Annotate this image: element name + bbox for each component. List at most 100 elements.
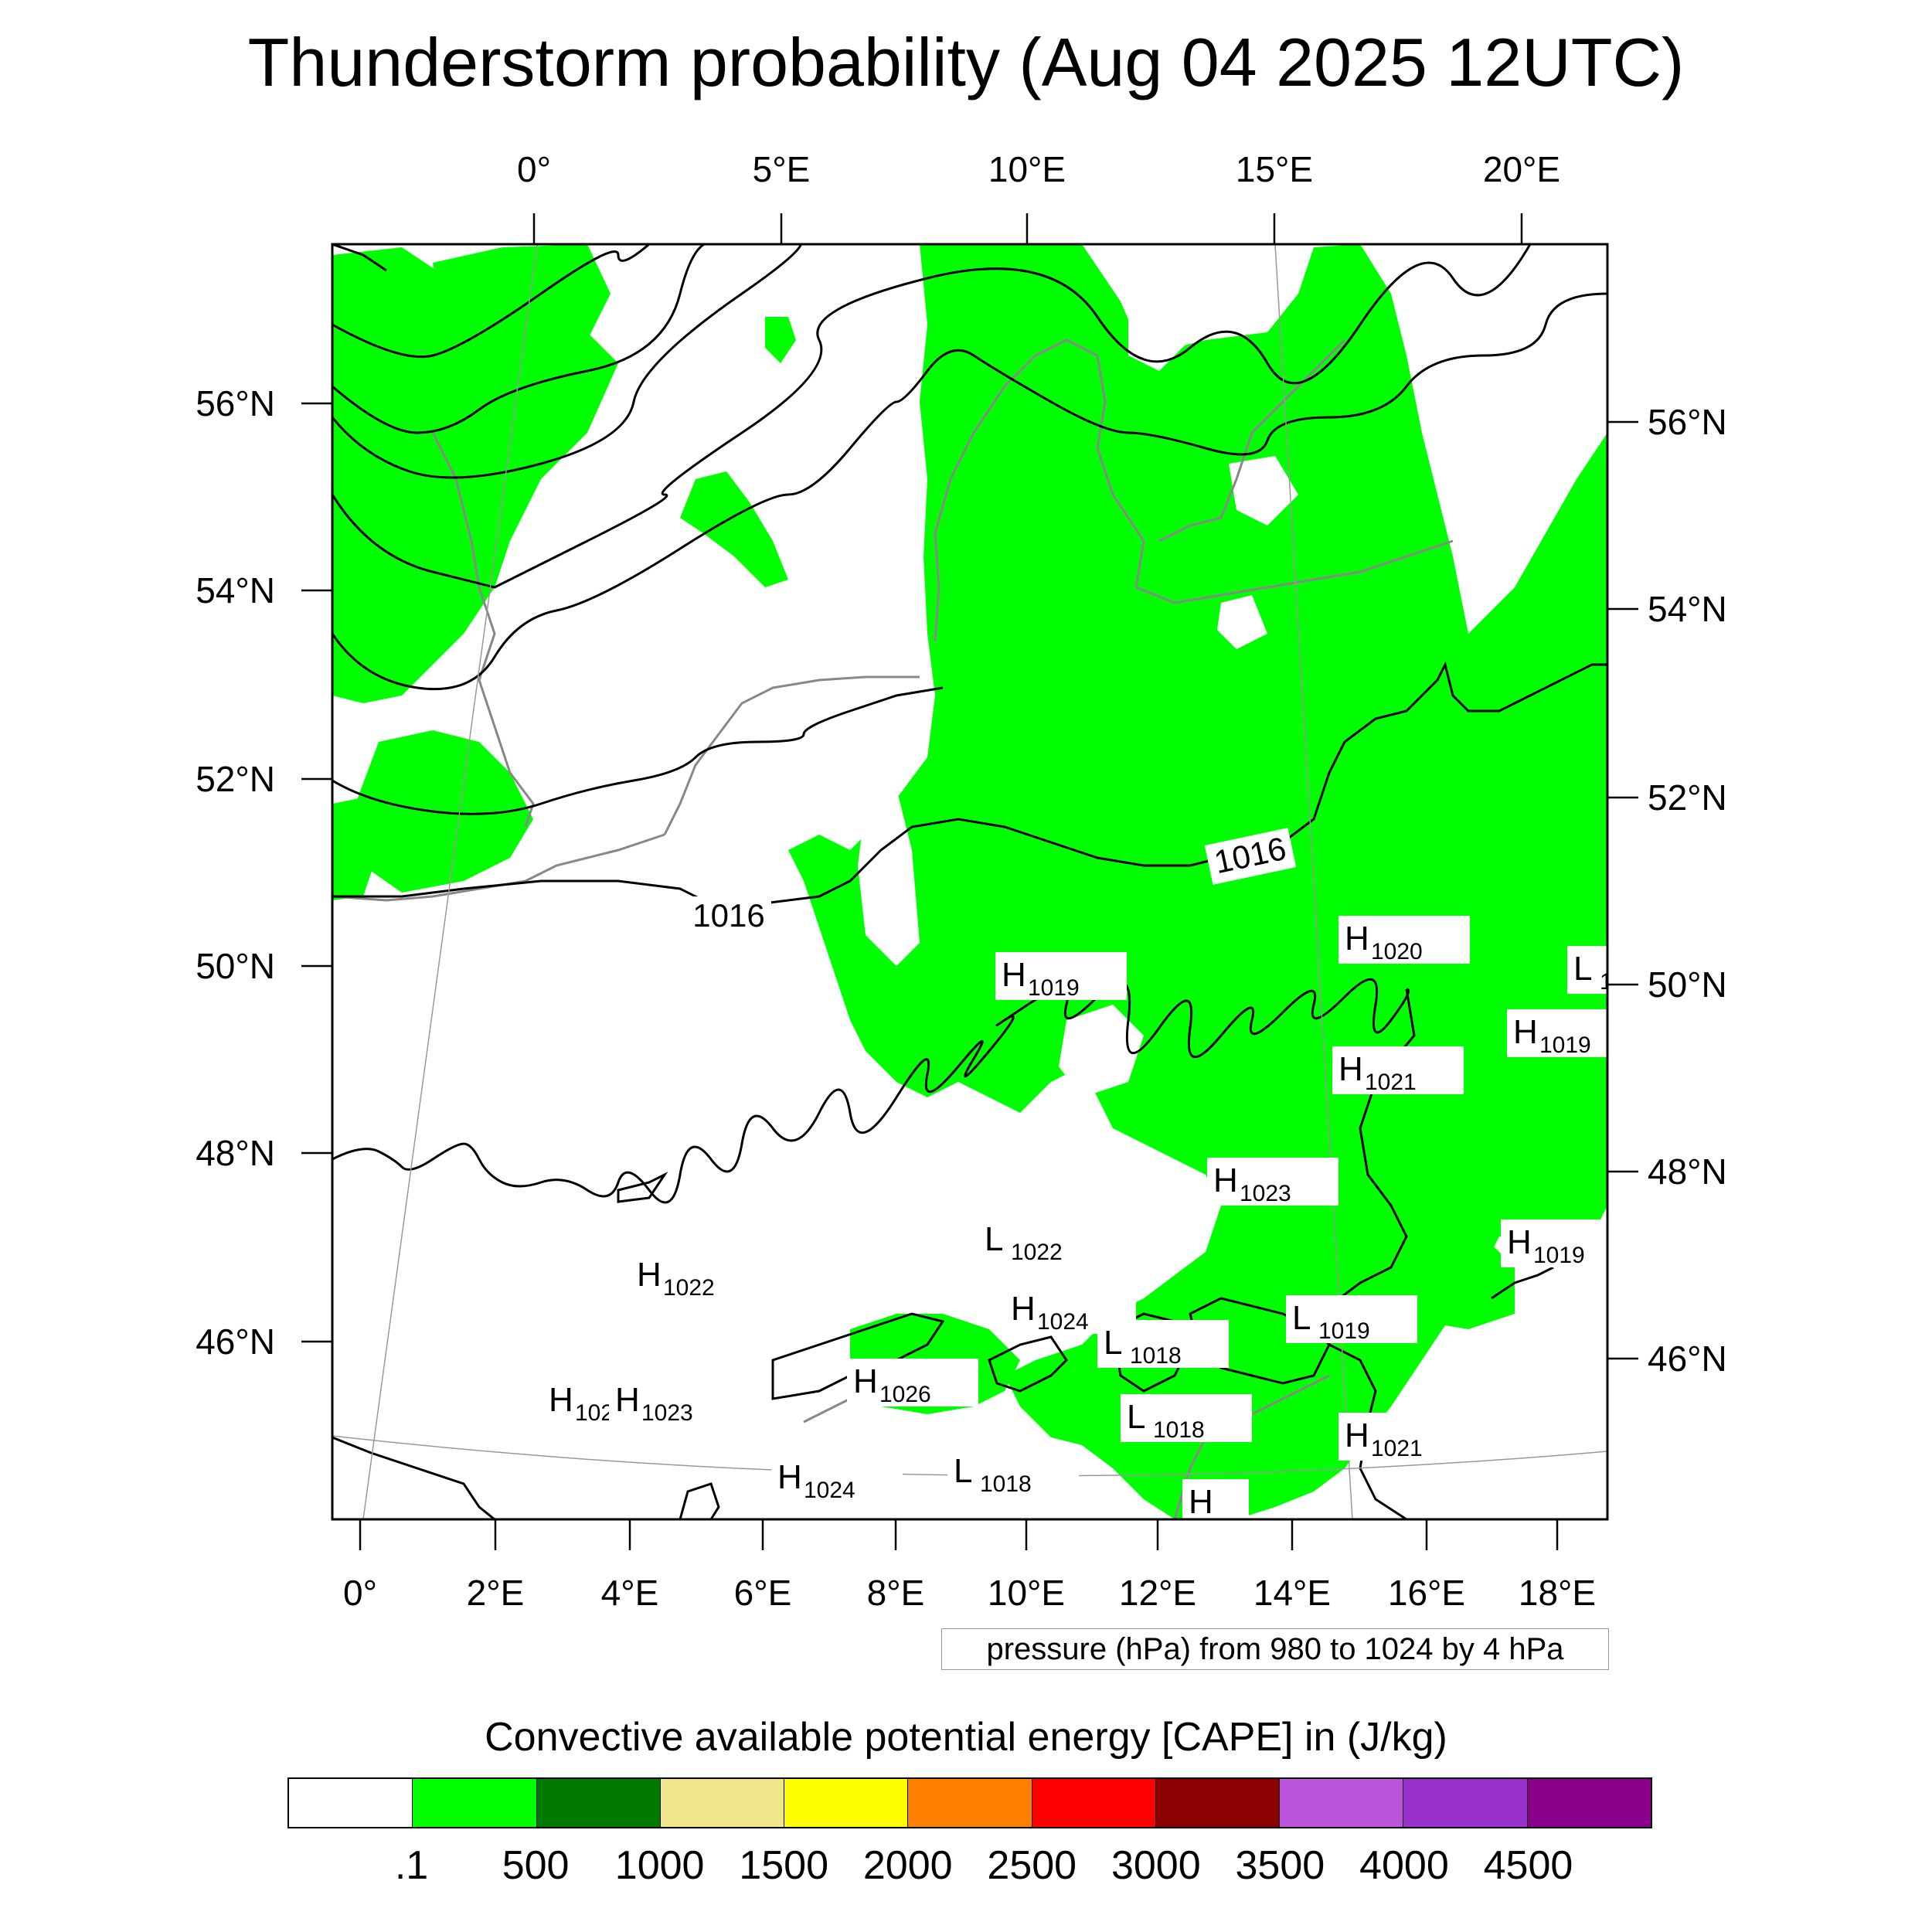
pressure-center-bg: [847, 1359, 978, 1406]
pressure-center-letter: H: [1189, 1483, 1213, 1521]
pressure-center-value: 10: [1600, 969, 1625, 995]
pressure-center-value: 1018: [1153, 1417, 1205, 1443]
pressure-center-high: H 1024: [771, 1454, 903, 1503]
colorbar-tick-label: 500: [502, 1843, 570, 1888]
top-lon-label: 15°E: [1236, 149, 1313, 189]
contour-label-bg-1: [686, 896, 771, 937]
pressure-contour-note: pressure (hPa) from 980 to 1024 by 4 hPa: [941, 1628, 1609, 1670]
pressure-center-value: 1020: [1371, 939, 1423, 964]
pressure-center-letter: H: [615, 1381, 640, 1419]
left-lat-label: 48°N: [196, 1133, 275, 1173]
pressure-center-value: 1019: [1028, 975, 1080, 1001]
bottom-lon-label: 18°E: [1519, 1573, 1596, 1613]
isobar-2: [332, 244, 650, 359]
pressure-center-value: 1019: [1539, 1032, 1591, 1058]
bottom-lon-labels: 0° 2°E 4°E 6°E 8°E 10°E 12°E 14°E 16°E 1…: [343, 1573, 1596, 1613]
pressure-center-bg: [1567, 946, 1607, 994]
colorbar-segment: [908, 1779, 1032, 1827]
pressure-center-bg: [1332, 1046, 1464, 1094]
pressure-center-letter: H: [1002, 956, 1026, 994]
contour-label-bg-2: [1204, 828, 1297, 885]
pressure-center-letter: L: [1127, 1398, 1145, 1436]
cape-area-west-channel: [332, 796, 379, 900]
pressure-center-letter: H: [777, 1458, 802, 1496]
gap-baltic: [1229, 456, 1298, 526]
bottom-lon-label: 4°E: [601, 1573, 659, 1613]
colorbar-segment: [1155, 1779, 1281, 1827]
pressure-center-value: 1018: [980, 1471, 1032, 1497]
pressure-center-low: L 1019: [1286, 1295, 1417, 1344]
isobar-bottom-loop: [679, 1482, 720, 1519]
colorbar-segment: [784, 1779, 909, 1827]
cape-gaps: [858, 278, 1553, 1097]
pressure-center-bg: [1501, 1219, 1607, 1267]
left-lat-label: 50°N: [196, 946, 275, 986]
top-lon-label: 20°E: [1483, 149, 1560, 189]
colorbar-segment: [413, 1779, 537, 1827]
left-lat-label: 46°N: [196, 1321, 275, 1362]
isobar-se-small: [1491, 1266, 1554, 1300]
coast-britain-east: [431, 432, 535, 828]
pressure-center-low: L 1018: [1097, 1320, 1229, 1369]
left-lat-label: 52°N: [196, 759, 275, 799]
pressure-center-letter: H: [1345, 920, 1369, 957]
pressure-center-bg: [1338, 1413, 1470, 1461]
pressure-center-bg: [1507, 1009, 1607, 1057]
pressure-center-letter: L: [1573, 950, 1592, 988]
pressure-center-bg: [1097, 1320, 1229, 1368]
top-lon-label: 5°E: [753, 149, 811, 189]
pressure-center-high: H 1026: [847, 1359, 978, 1407]
right-lat-label: 48°N: [1648, 1151, 1727, 1192]
coast-netherlands: [663, 675, 920, 835]
pressure-center-letter: L: [985, 1220, 1003, 1258]
top-lon-label: 10°E: [988, 149, 1066, 189]
pressure-center-high: H 1019: [995, 952, 1127, 1001]
isobar-alps-1: [771, 1312, 945, 1400]
pressure-center-value: 1023: [1240, 1181, 1291, 1206]
pressure-center-bg: [978, 1216, 1110, 1264]
pressure-center-letter: H: [549, 1381, 573, 1419]
left-lat-labels: 56°N 54°N 52°N 50°N 48°N 46°N: [196, 383, 275, 1362]
pressure-center-bg: [1338, 916, 1470, 964]
isobar-4: [332, 244, 802, 479]
bottom-lon-label: 0°: [343, 1573, 377, 1613]
bottom-lon-label: 14°E: [1253, 1573, 1331, 1613]
pressure-center-value: 1022: [663, 1275, 715, 1301]
bottom-lon-label: 12°E: [1119, 1573, 1196, 1613]
right-lat-label: 54°N: [1648, 589, 1727, 629]
colorbar-tick-label: 2500: [987, 1843, 1077, 1888]
gap-north-denmark: [1128, 294, 1190, 371]
colorbar-segment: [1403, 1779, 1528, 1827]
right-lat-label: 46°N: [1648, 1338, 1727, 1379]
pressure-center-bg: [995, 952, 1127, 1000]
cape-area-north-sea-west: [433, 244, 611, 587]
colorbar-tick-label: 1000: [614, 1843, 705, 1888]
pressure-center-letter: H: [1507, 1223, 1532, 1261]
colorbar-segment: [289, 1779, 413, 1827]
pressure-center-bg: [609, 1377, 740, 1425]
isobar-south-ridge: [332, 978, 1410, 1204]
colorbar-tick-label: .1: [394, 1843, 429, 1888]
coastlines: [332, 338, 1454, 1519]
left-lat-label: 54°N: [196, 570, 275, 611]
isobar-1016-south: [332, 818, 1222, 906]
coast-sweden-south: [1158, 338, 1346, 543]
pressure-center-bg: [1207, 1158, 1338, 1206]
pressure-center-letter: H: [1338, 1050, 1363, 1088]
map-frame: [331, 243, 1609, 1521]
colorbar-segment: [1527, 1779, 1651, 1827]
pressure-center-letter: H: [1011, 1290, 1036, 1328]
meridian-0: [362, 244, 538, 1519]
pressure-center-high: H 1021: [1332, 1046, 1464, 1095]
colorbar-tick-label: 2000: [862, 1843, 953, 1888]
pressure-center-low: L 10: [1567, 946, 1625, 995]
isobar-south-bottom: [332, 1436, 495, 1519]
contour-label-1016-west: 1016: [692, 897, 764, 934]
pressure-center-value: 1021: [1365, 1070, 1417, 1095]
pressure-center-letter: H: [1213, 1162, 1238, 1199]
pressure-center-high: H 1023: [1207, 1158, 1338, 1206]
cape-area-england: [355, 730, 533, 893]
pressure-center-value: 1024: [1037, 1309, 1089, 1335]
